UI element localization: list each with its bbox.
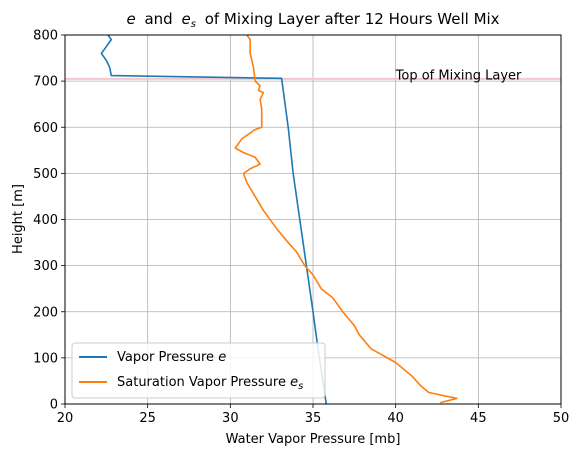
legend-1-var: e <box>290 375 298 390</box>
x-tick-label: 40 <box>387 411 404 426</box>
chart-title: e and es of Mixing Layer after 12 Hours … <box>126 10 499 31</box>
legend-0-var: e <box>218 350 226 365</box>
y-tick-label: 0 <box>50 398 58 413</box>
series-line-0 <box>100 34 328 405</box>
title-es: e <box>181 10 190 28</box>
x-axis-label: Water Vapor Pressure [mb] <box>226 432 401 447</box>
title-e: e <box>126 10 135 28</box>
title-tail: of Mixing Layer after 12 Hours Well Mix <box>205 10 500 28</box>
y-tick-label: 100 <box>33 351 58 366</box>
legend-0-prefix: Vapor Pressure <box>117 350 218 365</box>
series-layer <box>100 34 458 405</box>
series-line-1 <box>234 34 458 404</box>
x-tick-label: 30 <box>222 411 239 426</box>
legend-label-saturation-vapor-pressure: Saturation Vapor Pressure es <box>117 375 303 392</box>
x-tick-label: 45 <box>470 411 487 426</box>
legend-box <box>71 342 326 399</box>
x-tick-label: 25 <box>139 411 156 426</box>
legend-1-sub: s <box>298 381 303 392</box>
y-axis-label: Height [m] <box>11 184 26 254</box>
y-tick-label: 800 <box>33 29 58 44</box>
y-tick-label: 200 <box>33 305 58 320</box>
legend-label-vapor-pressure: Vapor Pressure e <box>117 350 226 365</box>
y-tick-label: 300 <box>33 259 58 274</box>
title-es-sub: s <box>191 19 196 30</box>
y-tick-label: 700 <box>33 75 58 90</box>
y-tick-label: 600 <box>33 121 58 136</box>
top-of-mixing-layer-label: Top of Mixing Layer <box>395 69 522 84</box>
x-tick-label: 50 <box>553 411 570 426</box>
title-and: and <box>144 10 172 28</box>
x-tick-label: 20 <box>57 411 74 426</box>
y-tick-label: 400 <box>33 213 58 228</box>
y-tick-label: 500 <box>33 167 58 182</box>
x-tick-label: 35 <box>305 411 322 426</box>
legend-1-prefix: Saturation Vapor Pressure <box>117 375 290 390</box>
legend: Vapor Pressure e Saturation Vapor Pressu… <box>71 342 326 399</box>
